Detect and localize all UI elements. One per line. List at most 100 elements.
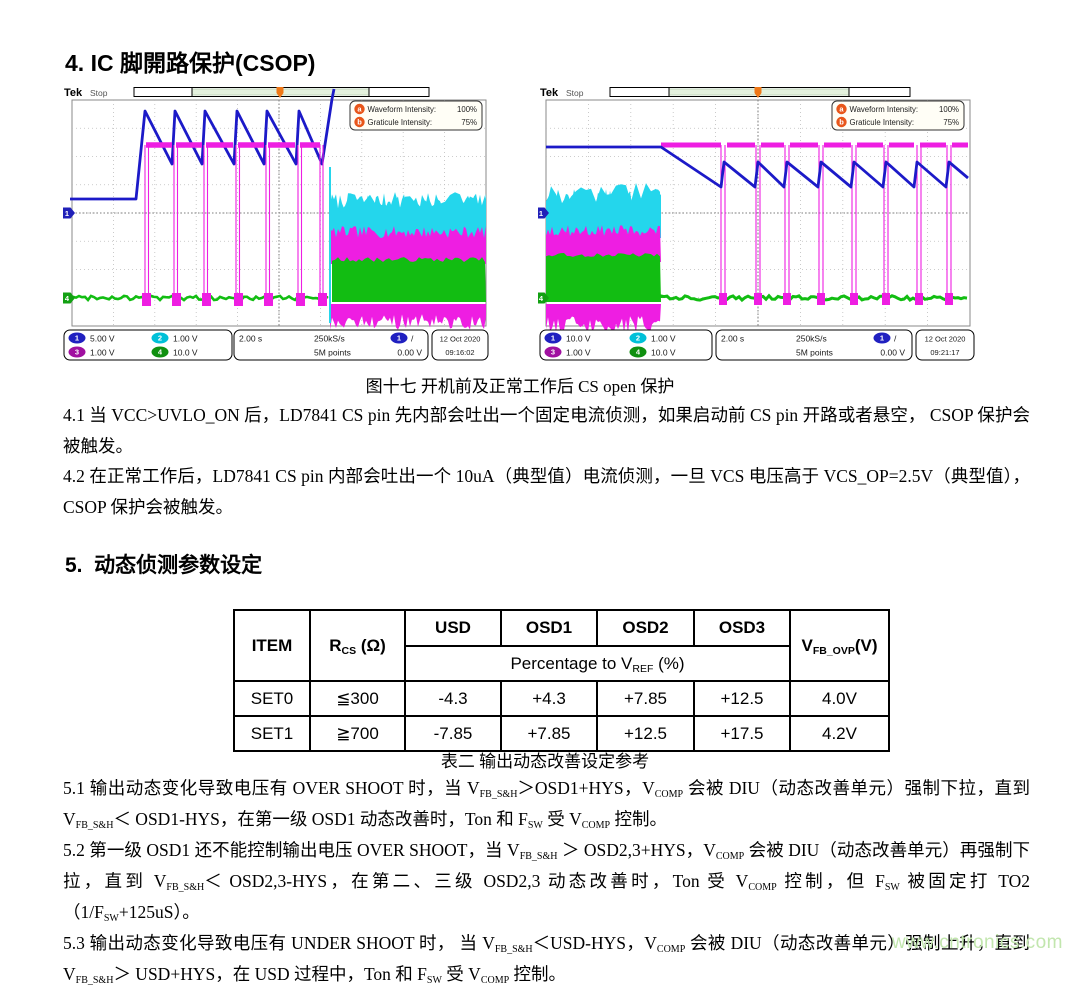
cell-osd1: +4.3 — [500, 680, 598, 717]
channel-readout-box: 1 5.00 V 2 1.00 V 3 1.00 V 4 10.0 V — [63, 329, 233, 361]
cell-osd3: +12.5 — [693, 680, 791, 717]
svg-text:10.0 V: 10.0 V — [173, 348, 198, 358]
svg-text:1: 1 — [880, 334, 884, 343]
ch1-waveform — [546, 145, 969, 189]
svg-text:09:21:17: 09:21:17 — [930, 348, 959, 357]
svg-text:09:16:02: 09:16:02 — [445, 348, 474, 357]
intensity-b-icon — [354, 116, 365, 128]
section-5-title: 5. 动态侦测参数设定 — [65, 554, 263, 577]
para-5-3: 5.3 输出动态变化导致电压有 UNDER SHOOT 时， 当 VFB_S&H… — [63, 933, 1031, 986]
svg-text:250kS/s: 250kS/s — [796, 334, 827, 344]
ch3-bottom-blobs — [142, 293, 327, 306]
col-header-osd1: OSD1 — [500, 609, 598, 647]
section-4-title: 4. IC 脚開路保护(CSOP) — [65, 50, 316, 76]
svg-text:a: a — [357, 105, 362, 114]
cell-usd: -7.85 — [404, 715, 502, 752]
ch3-bottom-blobs — [719, 293, 953, 305]
para-5-1: 5.1 输出动态变化导致电压有 OVER SHOOT 时，当 VFB_S&H＞O… — [63, 778, 1031, 831]
svg-text:1: 1 — [397, 334, 401, 343]
channel-3-badge — [68, 346, 86, 358]
cell-rcs: ≧700 — [309, 715, 406, 752]
channel-2-badge — [629, 332, 647, 344]
para-5-2: 5.2 第一级 OSD1 还不能控制输出电压 OVER SHOOT，当 VFB_… — [63, 840, 1031, 924]
timebase-readout-box: 2.00 s 250kS/s 5M points 1 / 0.00 V — [715, 329, 913, 361]
svg-text:12 Oct 2020: 12 Oct 2020 — [440, 335, 481, 344]
svg-text:10.0 V: 10.0 V — [651, 348, 676, 358]
figure-caption: 图十七 开机前及正常工作后 CS open 保护 — [365, 377, 675, 396]
svg-text:Waveform Intensity:: Waveform Intensity: — [368, 105, 437, 114]
svg-text:10.0 V: 10.0 V — [566, 334, 591, 344]
document-page: { "page": { "section4_title": "4. IC 脚開路… — [62, 50, 1063, 986]
svg-text:0.00 V: 0.00 V — [880, 348, 905, 358]
oscilloscope-capture-left: Tek Stop 1 4 a Waveform Intensity: 100% … — [62, 85, 490, 368]
oscilloscope-capture-right: Tek Stop 1 4 a Waveform Intensity: 100% … — [537, 85, 978, 368]
tek-logo: Tek — [64, 87, 83, 99]
intensity-readout: a Waveform Intensity: 100% b Graticule I… — [349, 100, 483, 131]
intensity-b-icon — [836, 116, 847, 128]
cell-item: SET1 — [233, 715, 311, 752]
para-4-2: 4.2 在正常工作后，LD7841 CS pin 内部会吐出一个 10uA（典型… — [63, 466, 1030, 517]
channel-1-badge — [544, 332, 562, 344]
svg-text:a: a — [839, 105, 844, 114]
intensity-readout: a Waveform Intensity: 100% b Graticule I… — [831, 100, 965, 131]
svg-text:1: 1 — [75, 334, 79, 343]
channel-3-badge — [544, 346, 562, 358]
waveform-noise-bands — [68, 192, 486, 330]
channel-4-badge — [629, 346, 647, 358]
trigger-position-icon — [276, 87, 284, 98]
svg-text:b: b — [357, 118, 362, 127]
col-header-osd2: OSD2 — [596, 609, 695, 647]
svg-text:2: 2 — [158, 334, 162, 343]
svg-text:4: 4 — [158, 348, 163, 357]
datetime-readout-box: 12 Oct 2020 09:16:02 — [431, 329, 489, 361]
cell-usd: -4.3 — [404, 680, 502, 717]
datetime-readout-box: 12 Oct 2020 09:21:17 — [915, 329, 975, 361]
col-header-osd3: OSD3 — [693, 609, 791, 647]
svg-text:12 Oct 2020: 12 Oct 2020 — [925, 335, 966, 344]
waveform-noise-bands — [546, 183, 968, 333]
ch4-position-marker: 4 — [63, 292, 75, 304]
ch3-pulse-edges — [720, 145, 952, 297]
svg-text:1: 1 — [65, 209, 69, 218]
svg-text:2: 2 — [636, 334, 640, 343]
table-row-set1: SET1 ≧700 -7.85 +7.85 +12.5 +17.5 4.2V — [233, 715, 890, 752]
svg-text:3: 3 — [75, 348, 79, 357]
svg-text:1.00 V: 1.00 V — [566, 348, 591, 358]
svg-text:1: 1 — [539, 209, 543, 218]
svg-text:75%: 75% — [461, 118, 477, 127]
channel-readout-box: 1 10.0 V 2 1.00 V 3 1.00 V 4 10.0 V — [539, 329, 713, 361]
watermark: www.cntronics.com — [891, 932, 1063, 953]
svg-text:2.00 s: 2.00 s — [239, 334, 262, 344]
table-caption: 表二 输出动态改善设定参考 — [440, 752, 650, 771]
acquisition-status: Stop — [90, 88, 108, 98]
subheader-percentage: Percentage to VREF (%) — [404, 645, 791, 682]
svg-text:1.00 V: 1.00 V — [173, 334, 198, 344]
trigger-source-badge — [390, 332, 408, 344]
section-5-paragraphs: 5.1 输出动态变化导致电压有 OVER SHOOT 时，当 VFB_S&H＞O… — [63, 773, 1030, 990]
svg-text:2.00 s: 2.00 s — [721, 334, 744, 344]
timebase-readout-box: 2.00 s 250kS/s 5M points 1 / 0.00 V — [233, 329, 429, 361]
svg-text:1.00 V: 1.00 V — [90, 348, 115, 358]
svg-text:1.00 V: 1.00 V — [651, 334, 676, 344]
svg-text:3: 3 — [551, 348, 555, 357]
ch1-position-marker: 1 — [537, 207, 549, 219]
svg-text:75%: 75% — [943, 118, 959, 127]
svg-text:5M points: 5M points — [796, 348, 833, 358]
channel-4-badge — [151, 346, 169, 358]
trigger-source-badge — [873, 332, 891, 344]
ch3-pulse-edges — [144, 145, 324, 295]
svg-text:Graticule Intensity:: Graticule Intensity: — [850, 118, 915, 127]
ch1-position-marker: 1 — [63, 207, 75, 219]
cell-vfbovp: 4.0V — [789, 680, 890, 717]
channel-1-badge — [68, 332, 86, 344]
svg-text:100%: 100% — [939, 105, 959, 114]
intensity-a-icon — [836, 103, 847, 115]
cell-osd1: +7.85 — [500, 715, 598, 752]
svg-text:Graticule Intensity:: Graticule Intensity: — [368, 118, 433, 127]
svg-text:1: 1 — [551, 334, 555, 343]
svg-text:Waveform Intensity:: Waveform Intensity: — [850, 105, 919, 114]
svg-text:4: 4 — [65, 294, 70, 303]
svg-text:100%: 100% — [457, 105, 477, 114]
svg-text:/: / — [411, 334, 414, 344]
trigger-position-icon — [754, 87, 762, 98]
